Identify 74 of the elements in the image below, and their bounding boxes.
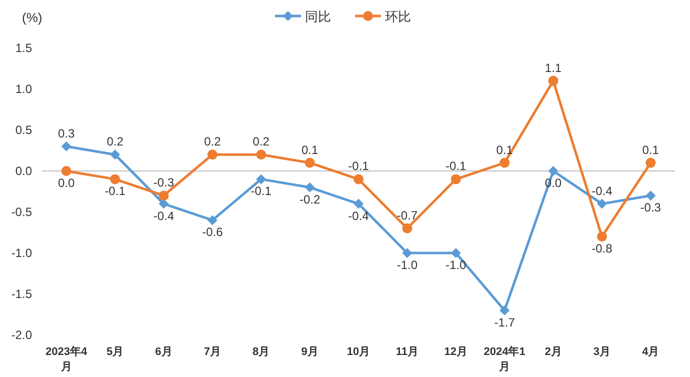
point: [646, 158, 656, 168]
point: [548, 166, 558, 176]
point: [256, 150, 266, 160]
point: [61, 141, 72, 152]
point: [256, 174, 266, 184]
point: [500, 158, 510, 168]
data-label: -1.7: [494, 315, 516, 330]
y-tick-label: -1.5: [11, 287, 32, 301]
x-tick-label: 12月: [444, 346, 468, 358]
point: [207, 150, 218, 160]
point: [548, 76, 558, 86]
data-label: -0.4: [153, 208, 174, 223]
data-label: -0.4: [592, 184, 613, 198]
data-label: 0.1: [642, 142, 660, 157]
x-tick-label: 4月: [642, 346, 660, 358]
point: [158, 190, 169, 201]
data-label: -0.1: [348, 159, 370, 174]
point: [500, 305, 510, 316]
x-tick-label: 5月: [106, 346, 124, 358]
legend-label: 环比: [385, 9, 411, 24]
data-label: -0.3: [640, 200, 662, 215]
data-label: 0.3: [58, 126, 76, 140]
x-tick-label: 3月: [593, 346, 611, 358]
point: [304, 182, 315, 192]
point: [402, 248, 412, 258]
data-label: -0.4: [348, 208, 370, 223]
point: [354, 174, 364, 184]
y-axis-title: (%): [22, 10, 42, 25]
y-tick-label: -1.0: [11, 246, 32, 260]
data-label: -0.7: [396, 208, 418, 222]
y-tick-label: -2.0: [11, 328, 32, 342]
x-tick-label: 7月: [204, 346, 221, 358]
point: [110, 174, 120, 184]
data-label: 0.2: [204, 134, 222, 149]
data-label: -0.3: [153, 176, 174, 190]
x-tick-label: 8月: [252, 346, 270, 358]
data-label: 1.1: [544, 60, 562, 75]
point: [450, 248, 461, 258]
x-tick-label: 2023年4月: [46, 345, 88, 373]
point: [304, 158, 315, 168]
x-tick-label: 11月: [396, 346, 419, 358]
data-label: -0.1: [250, 184, 272, 198]
point: [402, 223, 412, 234]
legend-label: 同比: [305, 9, 331, 24]
data-label: -1.0: [396, 258, 418, 272]
y-tick-label: 1.0: [15, 82, 32, 96]
y-tick-label: 0.0: [15, 164, 32, 178]
x-tick-label: 6月: [155, 346, 172, 358]
data-label: -0.6: [202, 225, 224, 240]
data-label: 0.2: [252, 134, 270, 149]
y-tick-label: -0.5: [11, 205, 32, 219]
data-label: -0.1: [446, 159, 467, 174]
data-label: 0.2: [106, 134, 124, 149]
point: [596, 198, 607, 209]
data-label: -0.1: [104, 184, 126, 198]
x-tick-label: 10月: [346, 346, 370, 358]
point: [354, 198, 364, 209]
y-tick-label: 0.5: [15, 123, 32, 137]
y-tick-label: 1.5: [15, 41, 32, 55]
data-label: -0.2: [299, 192, 320, 206]
point: [61, 166, 72, 176]
data-label: 0.0: [58, 176, 76, 190]
point: [110, 150, 120, 160]
data-label: -0.8: [592, 242, 613, 256]
point: [646, 190, 656, 201]
point: [450, 174, 461, 184]
x-tick-label: 2月: [544, 346, 562, 358]
x-tick-label: 2024年1月: [484, 345, 526, 373]
data-label: 0.1: [301, 142, 318, 157]
point: [158, 198, 169, 209]
data-label: -1.0: [446, 258, 467, 272]
point: [596, 232, 607, 242]
point: [207, 215, 218, 226]
x-tick-label: 9月: [301, 346, 318, 358]
